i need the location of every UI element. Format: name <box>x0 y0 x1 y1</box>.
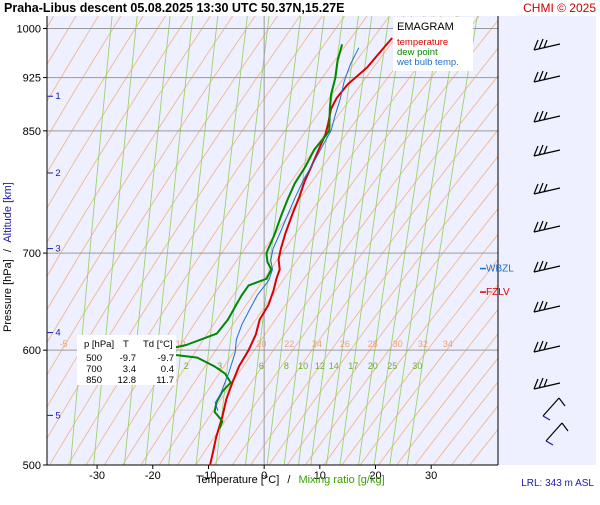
y-axis-label: Pressure [hPa] / Altitude [km] <box>2 182 14 332</box>
chart-title: Praha-Libus descent 05.08.2025 13:30 UTC… <box>4 1 344 15</box>
legend-title: EMAGRAM <box>397 21 454 33</box>
legend-wet-bulb: wet bulb temp. <box>396 57 459 68</box>
altitude-tick-label: 3 <box>55 244 60 255</box>
table-cell: -9.7 <box>158 353 174 364</box>
level-label-wbzl: WBZL <box>486 264 514 275</box>
y-axis-label-sep: / <box>2 248 14 252</box>
mixing-ratio-label: 12 <box>315 361 325 371</box>
pressure-tick-label: 600 <box>23 345 41 357</box>
mixing-ratio-label: 25 <box>387 361 397 371</box>
table-cell: 0.4 <box>161 364 174 375</box>
pressure-tick-label: 500 <box>23 460 41 472</box>
pressure-tick-labels: 500 600 700 850 925 1000 <box>17 23 47 472</box>
table-cell: 11.7 <box>156 375 174 386</box>
x-axis-label-temperature: Temperature [°C] <box>196 474 279 486</box>
dry-adiabat-label: 20 <box>256 339 266 349</box>
temperature-tick-label: -20 <box>145 470 161 482</box>
table-cell: 700 <box>86 364 102 375</box>
table-cell: 500 <box>86 353 102 364</box>
dry-adiabat-label: 28 <box>368 339 378 349</box>
mixing-ratio-label: 20 <box>368 361 378 371</box>
table-cell: 3.4 <box>123 364 136 375</box>
altitude-tick-label: 2 <box>55 168 60 179</box>
pressure-tick-label: 700 <box>23 248 41 260</box>
table-header-t: T <box>123 339 129 350</box>
y-axis-label-pressure: Pressure [hPa] <box>2 259 14 332</box>
table-header-td: Td [°C] <box>143 339 173 350</box>
temperature-tick-label: -30 <box>89 470 105 482</box>
mixing-ratio-label: 8 <box>284 361 289 371</box>
temperature-tick-label: 30 <box>425 470 437 482</box>
pressure-tick-label: 1000 <box>17 23 41 35</box>
altitude-tick-label: 1 <box>55 91 60 102</box>
wind-panel <box>498 16 596 465</box>
dry-adiabat-label: 24 <box>312 339 322 349</box>
dry-adiabat-label: 22 <box>284 339 294 349</box>
pressure-tick-label: 850 <box>23 126 41 138</box>
mixing-ratio-label: 10 <box>298 361 308 371</box>
altitude-tick-label: 4 <box>55 328 60 339</box>
credit-text: CHMI © 2025 <box>523 1 596 15</box>
altitude-tick-label: 5 <box>55 410 60 421</box>
mixing-ratio-label: 30 <box>412 361 422 371</box>
mixing-ratio-label: 2 <box>184 361 189 371</box>
table-cell: -9.7 <box>120 353 136 364</box>
dry-adiabat-label: 30 <box>393 339 403 349</box>
dry-adiabat-label: -5 <box>60 339 68 349</box>
table-header-p: p [hPa] <box>84 339 114 350</box>
x-axis-label: Temperature [°C] / Mixing ratio [g/kg] <box>196 474 385 486</box>
mixing-ratio-label: 14 <box>329 361 339 371</box>
table-cell: 850 <box>86 375 102 386</box>
x-axis-label-sep: / <box>287 474 291 486</box>
mixing-ratio-label: 6 <box>259 361 264 371</box>
legend: EMAGRAM temperature dew point wet bulb t… <box>393 17 473 71</box>
lrl-text: LRL: 343 m ASL <box>521 478 594 489</box>
level-label-fzlv: FZLV <box>486 287 510 298</box>
dry-adiabat-label: 26 <box>340 339 350 349</box>
mixing-ratio-label: 17 <box>348 361 358 371</box>
pressure-tick-label: 925 <box>23 73 41 85</box>
y-axis-label-altitude: Altitude [km] <box>2 182 14 243</box>
table-cell: 12.8 <box>118 375 137 386</box>
dry-adiabat-label: 34 <box>443 339 453 349</box>
dry-adiabat-label: 32 <box>418 339 428 349</box>
x-axis-label-mixing: Mixing ratio [g/kg] <box>298 474 384 486</box>
sounding-table: p [hPa] T Td [°C] 500 -9.7 -9.7 700 3.4 … <box>77 335 176 386</box>
